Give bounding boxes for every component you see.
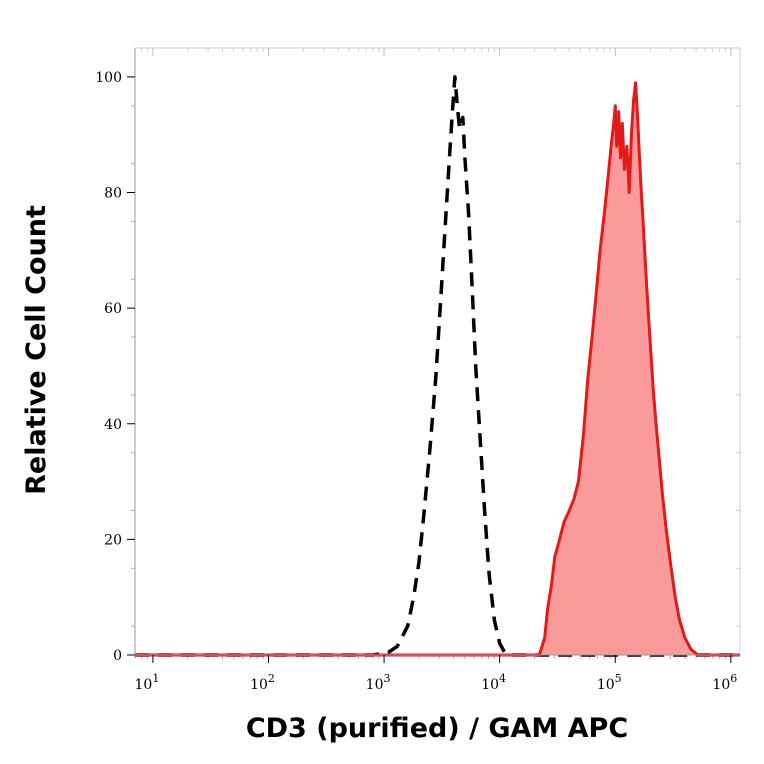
x-tick-label: 103 xyxy=(366,672,391,693)
y-tick-label: 0 xyxy=(113,648,122,664)
x-tick-label: 106 xyxy=(712,672,737,693)
series-1-fill xyxy=(135,82,740,655)
y-tick-label: 20 xyxy=(104,532,122,548)
x-tick-label: 104 xyxy=(481,672,506,693)
y-tick-label: 80 xyxy=(104,186,122,202)
y-tick-label: 40 xyxy=(104,417,122,433)
series-0-line xyxy=(135,75,740,657)
x-axis: 101 102 103 104 105 106 xyxy=(134,48,740,693)
y-tick-label: 60 xyxy=(104,301,122,317)
y-tick-label: 100 xyxy=(95,70,122,86)
x-tick-label: 105 xyxy=(597,672,622,693)
y-axis-title: Relative Cell Count xyxy=(21,205,52,495)
x-axis-title: CD3 (purified) / GAM APC xyxy=(246,713,628,744)
x-tick-label: 102 xyxy=(250,672,275,693)
series-1-line xyxy=(135,81,740,657)
y-axis: 0 20 40 60 80 100 xyxy=(95,48,136,664)
x-tick-label: 101 xyxy=(134,672,159,693)
series-layer xyxy=(135,75,740,657)
